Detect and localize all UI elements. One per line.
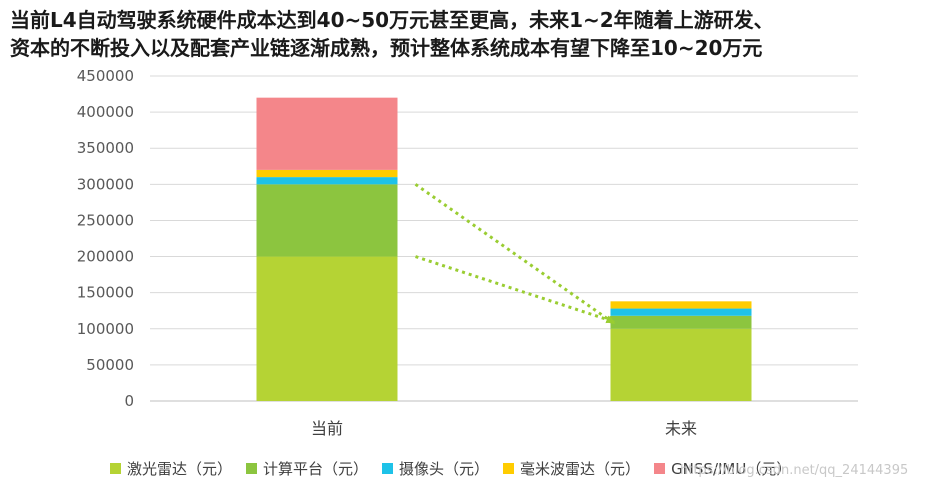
legend-label: 摄像头（元） <box>399 459 490 478</box>
legend-swatch <box>246 462 258 474</box>
legend-swatch <box>110 462 121 474</box>
trend-arrows <box>414 183 616 325</box>
bar-segment <box>610 328 752 401</box>
watermark: https://blog.csdn.net/qq_24144395 <box>680 463 909 478</box>
bar-segment <box>610 301 752 309</box>
chart-title: 当前L4自动驾驶系统硬件成本达到40~50万元甚至更高，未来1~2年随着上游研发… <box>10 6 920 62</box>
x-tick-label: 当前 <box>311 419 343 438</box>
legend-swatch <box>654 462 666 474</box>
trend-arrow <box>414 183 616 325</box>
legend-item: 摄像头（元） <box>382 458 489 479</box>
legend-item: 激光雷达（元） <box>110 458 232 479</box>
trend-arrow <box>415 255 616 324</box>
legend-item: GNSS/IMU（元） <box>654 458 791 479</box>
bar-segment <box>256 169 398 178</box>
y-axis-tick-labels: 0 50000 100000 150000 200000 250000 300000 3500… <box>77 67 134 410</box>
y-tick-label: 300000 <box>77 175 134 193</box>
legend-label: 毫米波雷达（元） <box>520 459 641 478</box>
y-tick-label: 450000 <box>77 67 134 85</box>
bar-segment <box>610 315 752 329</box>
y-tick-label: 0 <box>124 392 134 410</box>
y-tick-label: 100000 <box>77 320 134 338</box>
chart-title-line-1: 当前L4自动驾驶系统硬件成本达到40~50万元甚至更高，未来1~2年随着上游研发… <box>10 8 774 32</box>
legend-label: GNSS/IMU（元） <box>671 459 792 478</box>
x-axis-tick-labels: 当前 未来 <box>311 419 697 438</box>
legend-swatch <box>382 462 394 474</box>
legend-item: 计算平台（元） <box>246 458 368 479</box>
y-tick-label: 250000 <box>77 211 134 229</box>
legend-item: 毫米波雷达（元） <box>503 458 640 479</box>
bar-segment <box>256 177 398 185</box>
legend-label: 激光雷达（元） <box>127 459 233 478</box>
grid-lines <box>150 75 858 402</box>
y-tick-label: 400000 <box>77 103 134 121</box>
legend-label: 计算平台（元） <box>263 459 369 478</box>
y-tick-label: 350000 <box>77 139 134 157</box>
bars <box>256 97 752 401</box>
x-tick-label: 未来 <box>665 419 697 438</box>
y-tick-label: 150000 <box>77 284 134 302</box>
bar-segment <box>256 97 398 170</box>
bar-segment <box>610 308 752 316</box>
y-tick-label: 50000 <box>86 356 134 374</box>
bar-segment <box>256 256 398 401</box>
y-tick-label: 200000 <box>77 248 134 266</box>
legend: 激光雷达（元） 计算平台（元） 摄像头（元） 毫米波雷达（元） GNSS/IMU（元） <box>110 456 791 480</box>
bar-segment <box>256 184 398 257</box>
legend-swatch <box>503 462 515 474</box>
chart-title-line-2: 资本的不断投入以及配套产业链逐渐成熟，预计整体系统成本有望下降至10~20万元 <box>10 36 763 60</box>
